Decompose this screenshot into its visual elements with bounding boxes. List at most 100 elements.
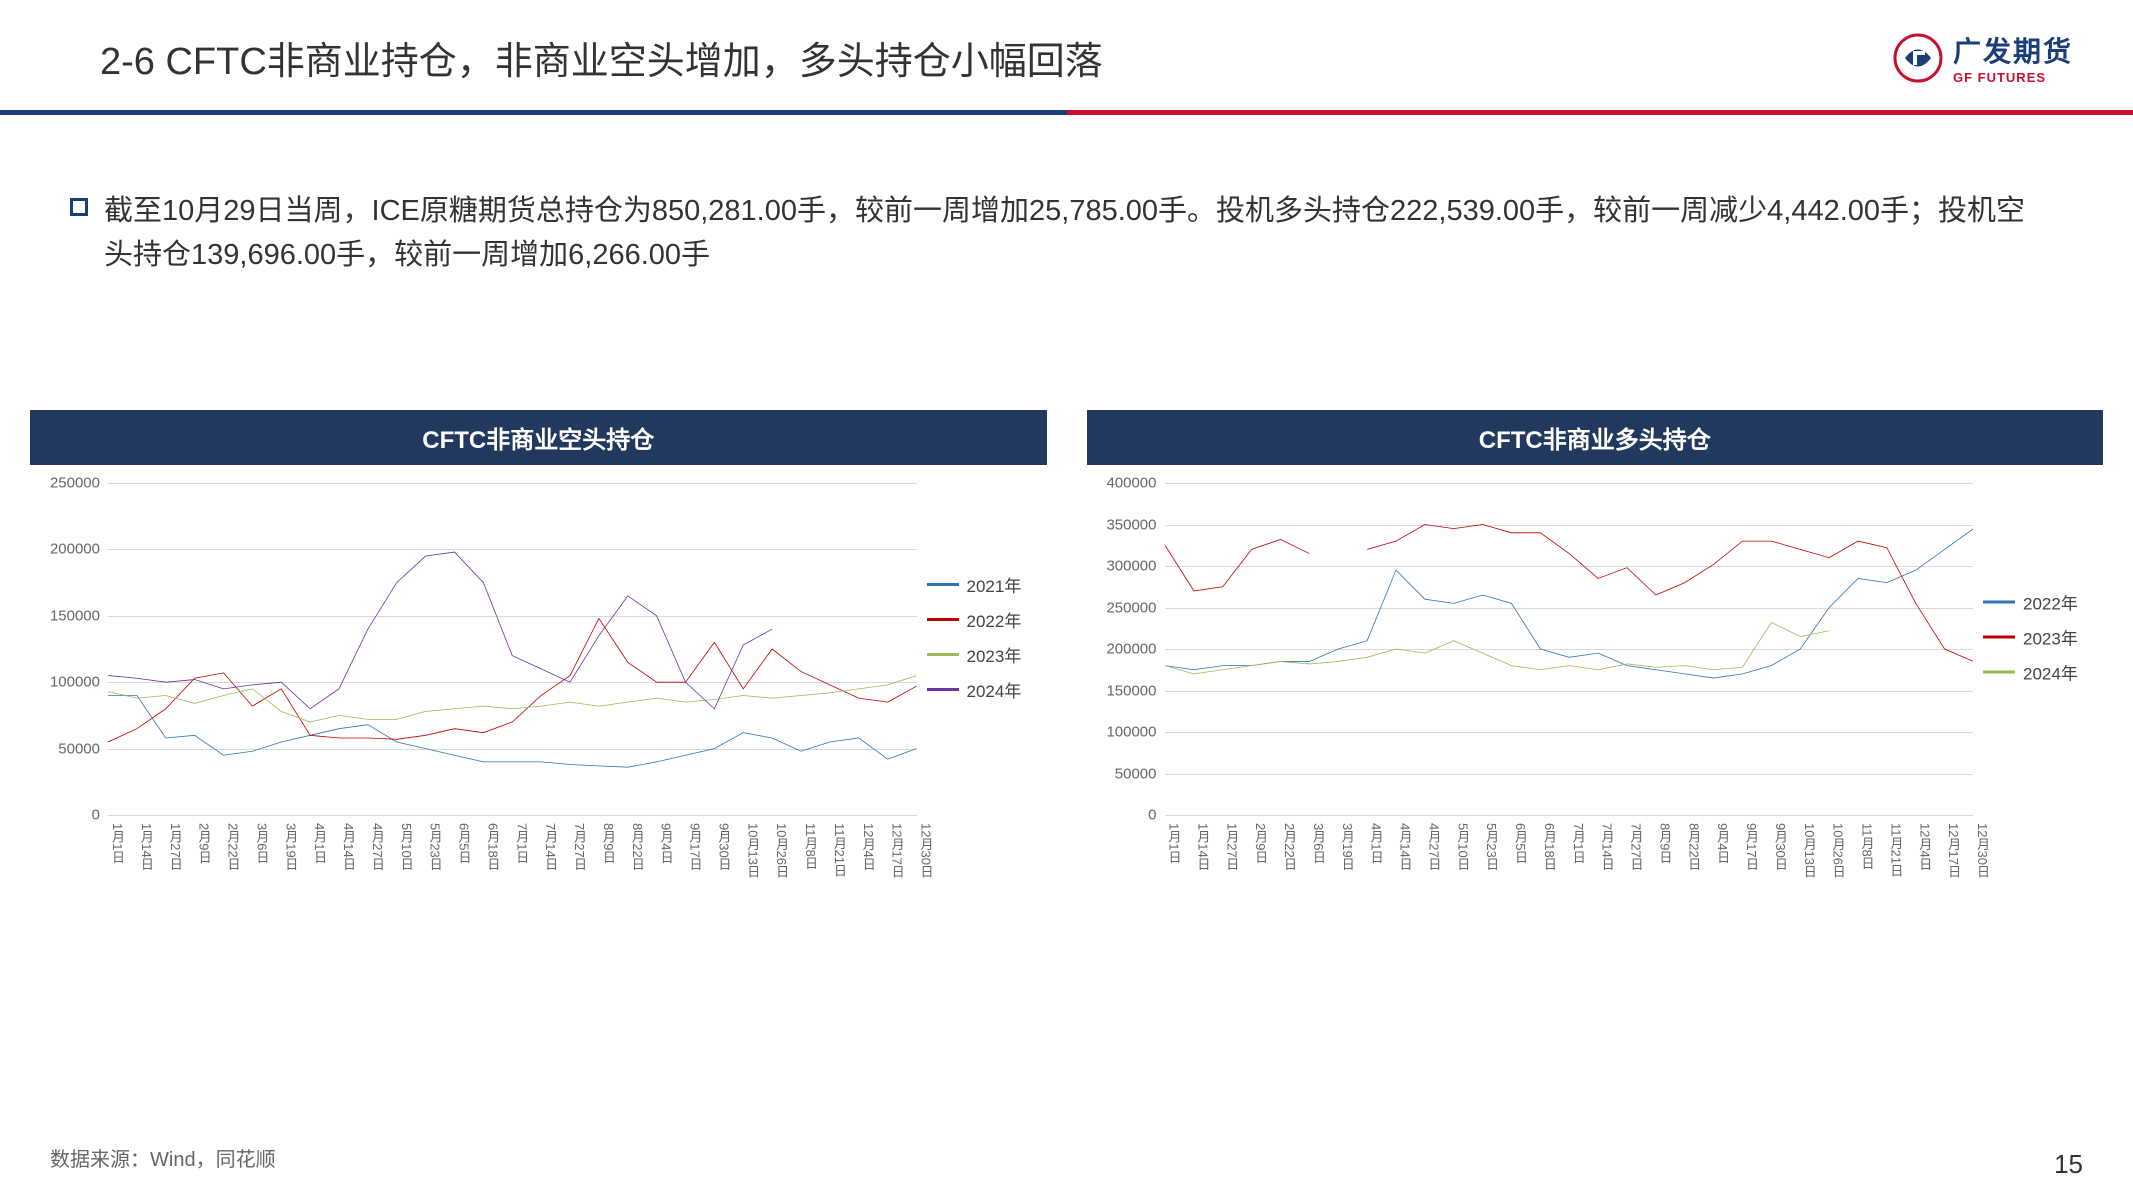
legend-swatch (927, 653, 959, 656)
x-axis-label: 7月1日 (1569, 823, 1588, 863)
x-axis-label: 2月22日 (224, 823, 243, 871)
y-axis-label: 0 (1148, 807, 1156, 824)
legend-swatch (1983, 671, 2015, 674)
x-axis-label: 12月4日 (1915, 823, 1934, 871)
x-axis-label: 12月30日 (917, 823, 936, 878)
x-axis-label: 11月21日 (1886, 823, 1905, 877)
x-axis-label: 10月13日 (1800, 823, 1819, 878)
legend-swatch (927, 688, 959, 691)
legend-item: 2023年 (927, 642, 1047, 667)
series-line (108, 676, 917, 722)
x-axis-label: 4月14日 (339, 823, 358, 871)
x-axis-label: 5月10日 (1453, 823, 1472, 871)
legend-item: 2024年 (927, 677, 1047, 702)
x-axis-label: 7月27日 (1627, 823, 1646, 871)
legend-label: 2022年 (2023, 590, 2078, 615)
legend-label: 2024年 (967, 677, 1022, 702)
x-axis-label: 1月14日 (1193, 823, 1212, 871)
x-axis-label: 3月6日 (1309, 823, 1328, 863)
chart-left: CFTC非商业空头持仓 0500001000001500002000002500… (30, 410, 1047, 895)
x-axis-label: 2月22日 (1280, 823, 1299, 871)
y-axis-label: 350000 (1106, 516, 1156, 533)
legend-label: 2024年 (2023, 660, 2078, 685)
x-axis-label: 7月14日 (541, 823, 560, 871)
bullet-item: 截至10月29日当周，ICE原糖期货总持仓为850,281.00手，较前一周增加… (70, 190, 2053, 277)
legend: 2021年 2022年 2023年 2024年 (927, 562, 1047, 712)
x-axis-label: 6月18日 (1540, 823, 1559, 871)
x-axis-label: 7月27日 (570, 823, 589, 871)
legend-item: 2024年 (1983, 660, 2103, 685)
y-axis-label: 200000 (50, 541, 100, 558)
data-source: 数据来源：Wind，同花顺 (50, 1143, 276, 1172)
x-axis-label: 4月27日 (1424, 823, 1443, 871)
x-axis-label: 9月4日 (657, 823, 676, 863)
x-axis-label: 2月9日 (195, 823, 214, 863)
x-axis-label: 4月14日 (1396, 823, 1415, 871)
series-line (108, 618, 917, 742)
x-axis-label: 8月9日 (1655, 823, 1674, 863)
bullet-text: 截至10月29日当周，ICE原糖期货总持仓为850,281.00手，较前一周增加… (104, 190, 2053, 277)
legend-swatch (1983, 601, 2015, 604)
page-title: 2-6 CFTC非商业持仓，非商业空头增加，多头持仓小幅回落 (100, 30, 2073, 85)
x-axis-label: 7月1日 (512, 823, 531, 863)
x-axis-label: 1月1日 (1165, 823, 1184, 863)
x-axis-label: 8月9日 (599, 823, 618, 863)
legend-item: 2021年 (927, 572, 1047, 597)
x-axis-label: 9月30日 (1771, 823, 1790, 871)
legend-item: 2022年 (1983, 590, 2103, 615)
chart-title-right: CFTC非商业多头持仓 (1087, 410, 2104, 465)
x-axis-label: 11月21日 (830, 823, 849, 877)
x-axis-label: 9月30日 (714, 823, 733, 871)
x-axis-label: 9月4日 (1713, 823, 1732, 863)
series-line (108, 695, 917, 767)
x-axis-label: 9月17日 (686, 823, 705, 871)
x-axis-label: 4月1日 (310, 823, 329, 863)
x-axis-label: 11月8日 (1858, 823, 1877, 870)
x-axis-label: 9月17日 (1742, 823, 1761, 871)
y-axis-label: 300000 (1106, 558, 1156, 575)
x-axis-label: 3月19日 (281, 823, 300, 871)
legend-label: 2023年 (2023, 625, 2078, 650)
x-axis-label: 6月5日 (455, 823, 474, 863)
chart-title-left: CFTC非商业空头持仓 (30, 410, 1047, 465)
x-axis-label: 8月22日 (1684, 823, 1703, 871)
x-axis-label: 5月23日 (426, 823, 445, 871)
y-axis-label: 100000 (50, 674, 100, 691)
legend-label: 2023年 (967, 642, 1022, 667)
y-axis-label: 200000 (1106, 641, 1156, 658)
x-axis-label: 12月17日 (1944, 823, 1963, 878)
x-axis-label: 10月26日 (1829, 823, 1848, 878)
legend-label: 2022年 (967, 607, 1022, 632)
logo-text-cn: 广发期货 (1953, 30, 2073, 70)
logo: 广发期货 GF FUTURES (1893, 30, 2073, 85)
x-axis-label: 12月4日 (859, 823, 878, 871)
x-axis-label: 5月10日 (397, 823, 416, 871)
x-axis-label: 1月1日 (108, 823, 127, 863)
x-axis-label: 1月14日 (137, 823, 156, 871)
x-axis-label: 1月27日 (1222, 823, 1241, 871)
legend-swatch (927, 583, 959, 586)
x-axis-label: 3月6日 (252, 823, 271, 863)
x-axis-label: 7月14日 (1598, 823, 1617, 871)
x-axis-label: 10月26日 (772, 823, 791, 878)
y-axis-label: 250000 (50, 475, 100, 492)
x-axis-label: 5月23日 (1482, 823, 1501, 871)
chart-right: CFTC非商业多头持仓 0500001000001500002000002500… (1087, 410, 2104, 895)
y-axis-label: 100000 (1106, 724, 1156, 741)
page-number: 15 (2054, 1149, 2083, 1180)
logo-icon (1893, 33, 1943, 83)
x-axis-label: 11月8日 (801, 823, 820, 870)
x-axis-label: 2月9日 (1251, 823, 1270, 863)
y-axis-label: 150000 (50, 607, 100, 624)
x-axis-label: 12月17日 (888, 823, 907, 878)
series-line (108, 552, 772, 709)
legend-swatch (927, 618, 959, 621)
x-axis-label: 3月19日 (1338, 823, 1357, 871)
y-axis-label: 150000 (1106, 682, 1156, 699)
x-axis-label: 12月30日 (1973, 823, 1992, 878)
header-divider (0, 110, 2133, 115)
x-axis-label: 10月13日 (743, 823, 762, 878)
x-axis-label: 6月5日 (1511, 823, 1530, 863)
y-axis-label: 400000 (1106, 475, 1156, 492)
legend: 2022年 2023年 2024年 (1983, 580, 2103, 695)
